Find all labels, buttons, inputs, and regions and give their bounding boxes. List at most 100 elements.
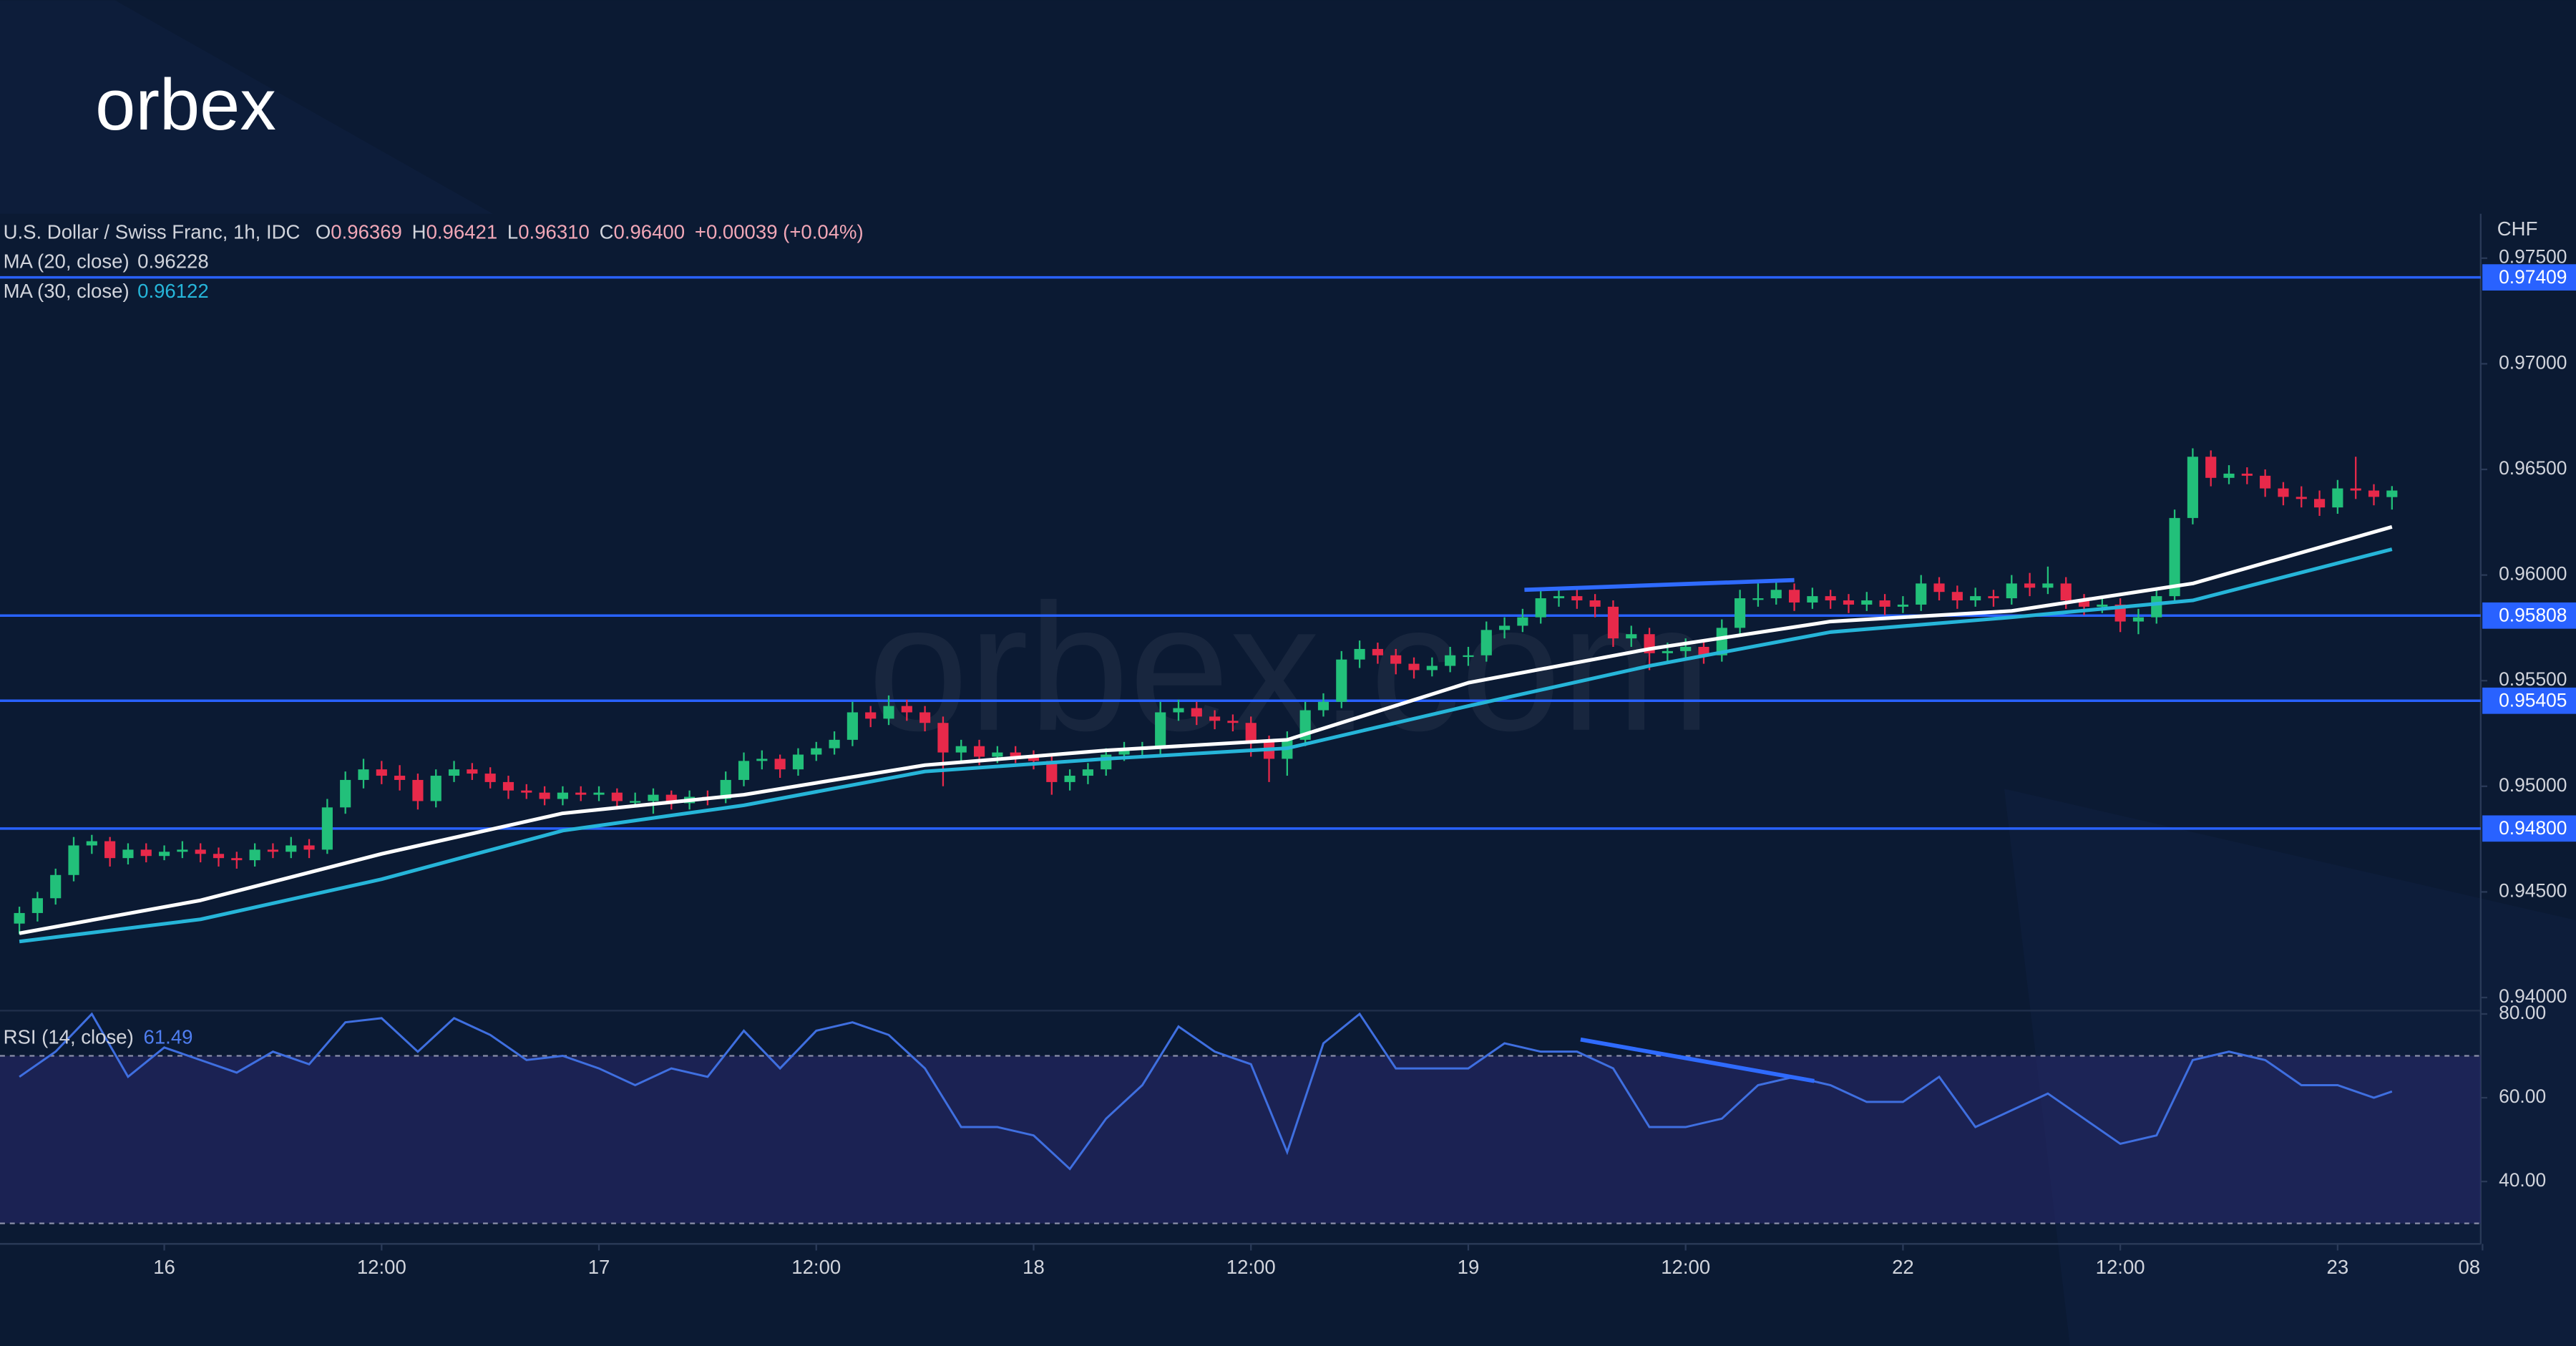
- candle-body: [1082, 769, 1094, 776]
- candle-body: [1317, 701, 1330, 711]
- candle-body: [321, 807, 333, 850]
- candle-body: [883, 706, 894, 719]
- y-tick-label: 0.96000: [2499, 563, 2567, 585]
- candle-body: [1788, 590, 1800, 603]
- candle-body: [2169, 517, 2180, 597]
- candle-body: [720, 779, 731, 799]
- y-tick-label: 0.97000: [2499, 351, 2567, 373]
- candle-body: [195, 849, 206, 854]
- candle-body: [2187, 457, 2198, 518]
- rsi-value: 61.49: [144, 1026, 193, 1048]
- y-tick-label: 0.97500: [2499, 246, 2567, 268]
- candle-body: [992, 752, 1003, 757]
- candle-body: [1390, 655, 1402, 664]
- candle-body: [1173, 708, 1184, 713]
- candle-body: [1916, 583, 1927, 605]
- candle-body: [1662, 650, 1673, 653]
- candle-body: [2151, 596, 2162, 618]
- level-label: 0.97409: [2499, 266, 2567, 288]
- candle-body: [1951, 592, 1963, 601]
- candle-body: [1517, 617, 1528, 626]
- candle-body: [249, 849, 260, 861]
- ma-value: 0.96228: [137, 250, 209, 273]
- x-tick-label: 12:00: [357, 1256, 406, 1278]
- x-tick-label: 22: [1892, 1256, 1914, 1278]
- candle-body: [665, 794, 677, 804]
- candle-body: [1716, 628, 1727, 655]
- rsi-trend-line: [1580, 1037, 1815, 1083]
- candle-body: [1626, 634, 1637, 639]
- rsi-y-tick-label: 40.00: [2499, 1169, 2546, 1191]
- candle-body: [1064, 776, 1075, 782]
- candle-body: [1010, 752, 1021, 757]
- candle-body: [2223, 473, 2235, 478]
- ohlc-name: C: [600, 221, 614, 243]
- candle-body: [1535, 598, 1546, 618]
- candle-body: [1408, 663, 1420, 670]
- candle-body: [829, 739, 840, 748]
- level-label: 0.94800: [2499, 817, 2567, 839]
- candle-body: [1879, 600, 1890, 607]
- candle-body: [1046, 761, 1058, 782]
- candle-body: [1372, 648, 1383, 655]
- candle-body: [937, 723, 949, 753]
- ma-line: [19, 547, 2393, 944]
- candle-body: [1807, 596, 1818, 603]
- rsi-y-tick-label: 60.00: [2499, 1086, 2546, 1107]
- ma-legend: MA (30, close) 0.96122: [4, 280, 209, 302]
- ohlc-value: 0.96310: [518, 221, 590, 243]
- candle-body: [1553, 596, 1565, 599]
- candle-body: [484, 774, 496, 782]
- candle-body: [1988, 596, 1999, 599]
- candle-body: [1028, 756, 1040, 761]
- x-tick-label: 12:00: [791, 1256, 841, 1278]
- candle-body: [2350, 488, 2361, 491]
- x-tick-label: 08: [2458, 1256, 2480, 1278]
- candle-body: [1897, 604, 1908, 607]
- candle-body: [1607, 606, 1619, 639]
- candle-body: [1118, 748, 1130, 755]
- level-label-box: [2482, 815, 2576, 842]
- y-tick-label: 0.95500: [2499, 668, 2567, 690]
- candle-body: [177, 849, 188, 852]
- candle-body: [430, 776, 441, 801]
- candle-body: [1825, 596, 1836, 601]
- x-tick-label: 12:00: [1226, 1256, 1276, 1278]
- candle-body: [2024, 583, 2036, 588]
- candle-body: [140, 849, 152, 857]
- candle-body: [593, 792, 605, 795]
- candle-body: [286, 845, 297, 852]
- candle-body: [303, 845, 315, 850]
- ma-legend: MA (20, close) 0.96228: [4, 250, 209, 273]
- candle-body: [1191, 708, 1202, 717]
- candle-body: [2006, 583, 2017, 599]
- candle-body: [1227, 721, 1239, 723]
- y-tick-label: 0.94000: [2499, 985, 2567, 1007]
- candle-body: [973, 746, 985, 757]
- candle-body: [648, 794, 659, 801]
- ma-value: 0.96122: [137, 280, 209, 302]
- candle-body: [340, 779, 351, 808]
- level-label: 0.95405: [2499, 689, 2567, 711]
- candle-body: [1752, 598, 1764, 600]
- candle-body: [1209, 716, 1221, 721]
- candle-body: [2132, 617, 2145, 622]
- x-tick-label: 12:00: [2096, 1256, 2145, 1278]
- ohlc-value: 0.96421: [426, 221, 498, 243]
- rsi-legend: RSI (14, close) 61.49: [4, 1026, 193, 1048]
- candle-body: [2368, 490, 2380, 497]
- level-label-box: [2482, 602, 2576, 629]
- candle-body: [1735, 598, 1746, 628]
- x-tick-label: 12:00: [1661, 1256, 1710, 1278]
- candle-body: [557, 792, 568, 799]
- candle-body: [1426, 665, 1438, 670]
- candle-body: [2060, 583, 2072, 601]
- candle-body: [811, 748, 822, 755]
- rsi-y-tick-label: 80.00: [2499, 1002, 2546, 1023]
- level-label-box: [2482, 687, 2576, 714]
- ohlc-value: 0.96400: [614, 221, 686, 243]
- candle-body: [847, 712, 858, 740]
- candle-body: [2313, 499, 2326, 508]
- candle-body: [1589, 600, 1601, 607]
